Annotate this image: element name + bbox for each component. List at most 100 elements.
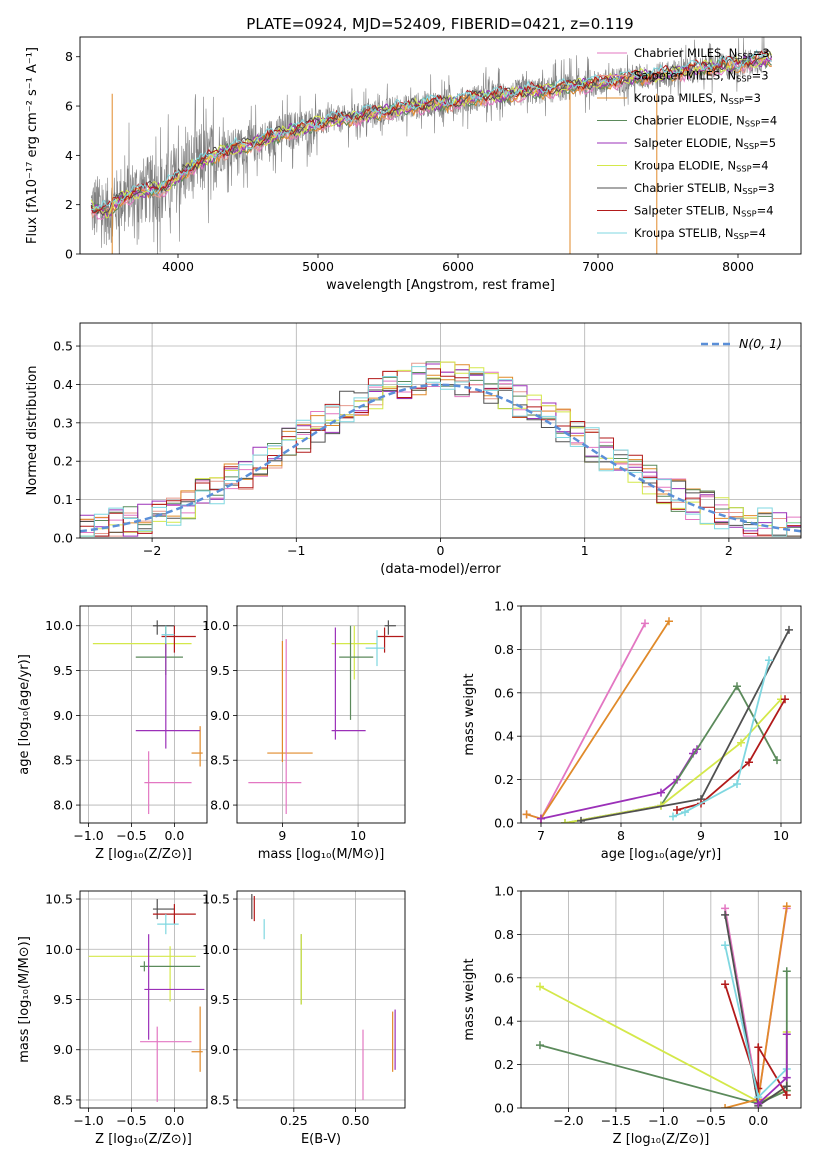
legend-label-script: SSP [741, 209, 756, 219]
errorbar-point [135, 625, 183, 676]
x-tick-label: 10 [350, 828, 366, 843]
axes-frame [520, 605, 802, 824]
legend-label-script: SSP [742, 186, 757, 196]
plus-marker [641, 619, 649, 628]
legend-label-part: Kroupa MILES, N [634, 91, 729, 105]
y-tick-label: 2 [65, 197, 73, 212]
axes-frame [520, 890, 802, 1109]
y-tick-label: 0.0 [53, 531, 73, 546]
x-axis-label: Z [log₁₀(Z/Z⊙)] [95, 1132, 192, 1147]
y-tick-label: 0.0 [494, 1101, 514, 1116]
x-axis-label: (data-model)/error [380, 562, 501, 577]
legend-label-part: =4 [749, 226, 766, 240]
y-tick-label: 0.6 [494, 970, 514, 985]
x-tick-label: 2 [725, 543, 733, 558]
legend-label: Chabrier MILES, NSSP=3 [634, 46, 770, 61]
errorbar-point [92, 625, 192, 653]
legend-label-part: =3 [744, 91, 761, 105]
plot-area [248, 620, 404, 815]
y-tick-label: 9.0 [53, 1042, 73, 1057]
panel-weight_vs_Z: −2.0 −1.5 −1.0 −0.5 0.0 0.0 0.2 0.4 0.6 0.8 1.0 Z [… [462, 884, 802, 1147]
plot-area [251, 894, 396, 1100]
y-axis-label: age [log₁₀(age/yr)] [17, 654, 32, 775]
legend-label: Kroupa STELIB, NSSP=4 [634, 226, 766, 241]
plus-marker [754, 1043, 763, 1052]
y-tick-label: 9.5 [210, 663, 230, 678]
x-tick-label: −0.5 [696, 1113, 726, 1128]
legend-label-script: SSP [737, 51, 752, 61]
x-tick-label: 10 [773, 828, 789, 843]
plot-area [535, 902, 791, 1108]
y-tick-label: 8.5 [53, 753, 73, 768]
plus-marker [657, 788, 665, 797]
x-tick-label: 4000 [162, 259, 194, 274]
y-tick-label: 0.3 [53, 415, 73, 430]
plus-marker [669, 812, 677, 821]
y-tick-label: 9.5 [210, 992, 230, 1007]
y-tick-label: 10.0 [202, 618, 230, 633]
plus-marker [721, 980, 730, 989]
x-tick-label: −2.0 [553, 1113, 583, 1128]
x-tick-label: −0.5 [116, 828, 146, 843]
plus-marker [781, 695, 789, 704]
model-line [90, 49, 773, 216]
x-tick-label: 0.0 [164, 1113, 184, 1128]
x-tick-label: −1.0 [73, 828, 103, 843]
y-tick-label: 0.0 [494, 816, 514, 831]
axes-frame [79, 322, 802, 539]
plus-marker [733, 779, 741, 788]
errorbar-point [152, 899, 175, 920]
legend-label-part: =3 [753, 46, 770, 60]
errorbar-point [377, 627, 404, 653]
histogram-step [80, 366, 801, 537]
errorbar-point [331, 625, 377, 680]
legend-label-part: Chabrier MILES, N [634, 46, 737, 60]
x-tick-label: 0.50 [342, 1113, 370, 1128]
plot-area [90, 37, 773, 254]
histogram-step [80, 368, 801, 537]
errorbar-point [152, 620, 175, 635]
x-axis-label: Z [log₁₀(Z/Z⊙)] [613, 1132, 710, 1147]
legend-label-part: =3 [752, 69, 769, 83]
errorbar-point [191, 726, 203, 767]
legend-label-script: SSP [736, 164, 751, 174]
plus-marker [537, 814, 545, 823]
y-tick-label: 9.0 [53, 708, 73, 723]
plus-marker [733, 682, 741, 691]
errorbar-point [144, 934, 205, 1040]
panel-age_vs_mass: 9 10 8.0 8.5 9.0 9.5 10.0 mass [log₁₀(M/M⊙)] [202, 605, 406, 862]
axes-frame [236, 890, 406, 1109]
model-line [91, 49, 773, 211]
y-tick-label: 8.0 [53, 798, 73, 813]
x-tick-label: 9 [278, 828, 286, 843]
normal-curve [80, 383, 801, 533]
plus-marker [673, 805, 681, 814]
model-line [90, 50, 773, 219]
plus-marker [721, 941, 730, 950]
weight-line [724, 908, 788, 1100]
errorbar-point [140, 1026, 192, 1102]
legend-label: Salpeter MILES, NSSP=3 [634, 69, 769, 84]
y-tick-label: 0.2 [53, 454, 73, 469]
x-tick-label: 5000 [302, 259, 334, 274]
weight-line [526, 622, 646, 820]
y-axis-label: Flux [fλ10⁻¹⁷ erg cm⁻² s⁻¹ A⁻¹] [25, 47, 40, 244]
legend-label: Salpeter STELIB, NSSP=4 [634, 204, 774, 219]
plus-marker [785, 625, 793, 634]
y-tick-label: 8 [65, 49, 73, 64]
errorbar-point [339, 625, 374, 720]
x-tick-label: 0.0 [748, 1113, 768, 1128]
panel-weight_vs_age: 7 8 9 10 0.0 0.2 0.4 0.6 0.8 1.0 age [log₁₀(age/yr… [462, 599, 802, 862]
weight-line [676, 698, 786, 811]
x-tick-label: 8 [617, 828, 625, 843]
x-tick-label: 0 [437, 543, 445, 558]
plot-area [92, 620, 203, 815]
y-tick-label: 9.0 [210, 1042, 230, 1057]
x-tick-label: −1.5 [601, 1113, 631, 1128]
y-axis-label: mass weight [462, 958, 477, 1040]
y-axis-label: Normed distribution [25, 366, 40, 496]
plus-marker [665, 617, 673, 626]
plus-marker [773, 756, 781, 765]
y-tick-label: 8.5 [53, 1092, 73, 1107]
legend-label-part: =4 [752, 159, 769, 173]
